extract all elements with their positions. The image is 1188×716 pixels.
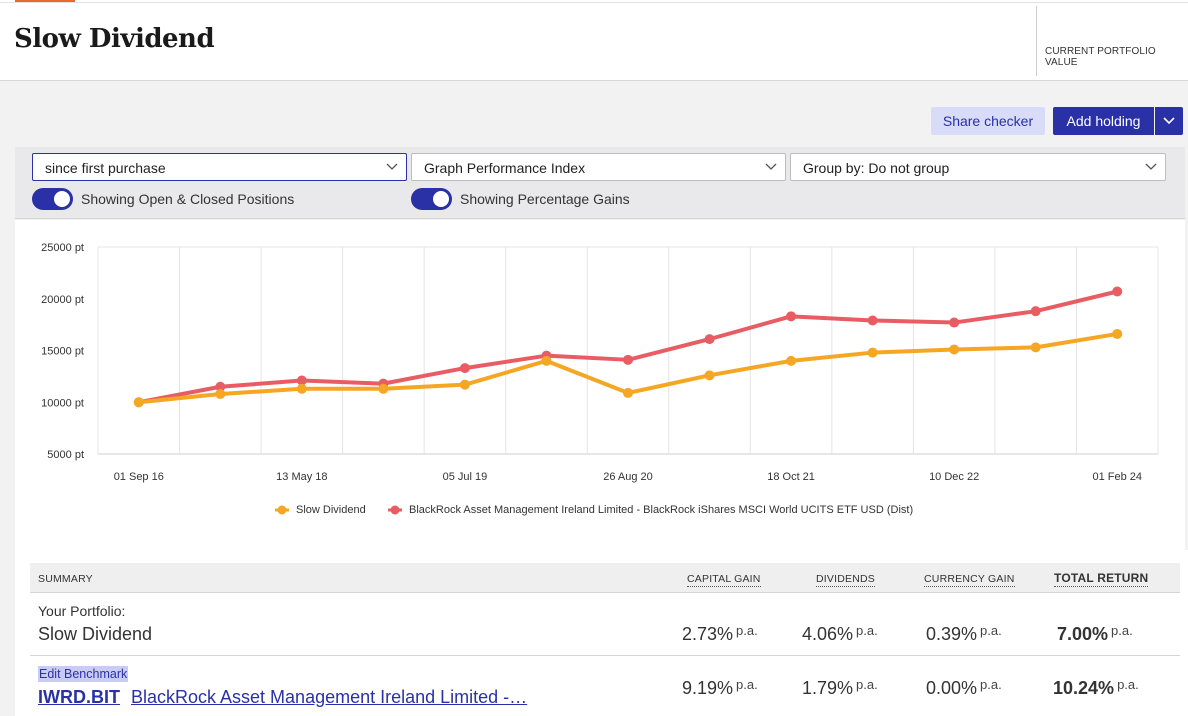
positions-toggle[interactable] [32, 188, 73, 210]
data-point-portfolio [459, 379, 470, 390]
period-select-value: since first purchase [45, 160, 166, 176]
data-point-benchmark [623, 354, 633, 365]
benchmark-dividends: 1.79% p.a. [802, 677, 878, 698]
period-select[interactable]: since first purchase [32, 153, 407, 181]
summary-header-row: SUMMARY CAPITAL GAIN DIVIDENDS CURRENCY … [30, 563, 1180, 593]
x-tick-label: 13 May 18 [276, 471, 327, 483]
portfolio-row: Your Portfolio: Slow Dividend 2.73% p.a. … [30, 593, 1180, 656]
data-point-portfolio [296, 383, 307, 394]
edit-benchmark-link[interactable]: Edit Benchmark [38, 666, 129, 682]
x-tick-label: 01 Feb 24 [1092, 471, 1142, 483]
y-tick-label: 10000 pt [41, 397, 84, 409]
chevron-down-icon [386, 163, 398, 170]
series-line-benchmark [136, 289, 1120, 405]
data-point-portfolio [704, 370, 715, 381]
benchmark-code-link[interactable]: IWRD.BIT [38, 687, 120, 707]
legend-item-benchmark-label: BlackRock Asset Management Ireland Limit… [409, 504, 913, 516]
data-point-portfolio [378, 383, 389, 394]
data-point-benchmark [1030, 306, 1041, 317]
x-tick-label: 10 Dec 22 [929, 471, 979, 483]
portfolio-value-label: CURRENT PORTFOLIO VALUE [1045, 46, 1156, 68]
group-by-select[interactable]: Group by: Do not group [790, 153, 1166, 181]
filters-panel: since first purchase Graph Performance I… [15, 147, 1185, 219]
benchmark-name-link[interactable]: BlackRock Asset Management Ireland Limit… [131, 687, 528, 707]
x-tick-label: 05 Jul 19 [443, 471, 488, 483]
gains-toggle-label: Showing Percentage Gains [460, 191, 630, 207]
data-point-portfolio [786, 355, 797, 366]
data-point-portfolio [215, 388, 226, 399]
data-point-portfolio [541, 355, 552, 366]
benchmark-currency-gain: 0.00% p.a. [926, 677, 1002, 698]
group-by-select-value: Group by: Do not group [803, 160, 950, 176]
page-title: Slow Dividend [14, 24, 215, 54]
data-point-benchmark [296, 375, 307, 386]
total-return-header[interactable]: TOTAL RETURN [1054, 571, 1149, 587]
legend-item-portfolio-label: Slow Dividend [296, 504, 366, 516]
currency-gain-header[interactable]: CURRENCY GAIN [924, 573, 1015, 587]
y-tick-label: 15000 pt [41, 346, 84, 358]
portfolio-dividends: 4.06% p.a. [802, 623, 878, 644]
active-tab-indicator [15, 0, 75, 2]
y-tick-label: 5000 pt [47, 449, 84, 461]
toggle-knob [433, 191, 449, 207]
x-tick-label: 18 Oct 21 [767, 471, 815, 483]
portfolio-label: Your Portfolio: [38, 603, 126, 619]
data-point-benchmark [215, 381, 226, 392]
portfolio-total-return: 7.00% p.a. [1057, 623, 1133, 644]
x-tick-label: 01 Sep 16 [114, 471, 164, 483]
gains-toggle[interactable] [411, 188, 452, 210]
data-point-portfolio [1030, 342, 1041, 353]
y-tick-label: 25000 pt [41, 242, 84, 254]
graph-type-select-value: Graph Performance Index [424, 160, 586, 176]
data-point-portfolio [867, 347, 878, 358]
summary-header: SUMMARY [38, 573, 93, 585]
add-holding-dropdown-button[interactable] [1155, 107, 1183, 135]
portfolio-capital-gain: 2.73% p.a. [682, 623, 758, 644]
chevron-down-icon [1145, 163, 1157, 170]
benchmark-total-return: 10.24% p.a. [1053, 677, 1139, 698]
graph-type-select[interactable]: Graph Performance Index [411, 153, 786, 181]
capital-gain-header[interactable]: CAPITAL GAIN [687, 573, 761, 587]
data-point-portfolio [1112, 328, 1123, 339]
data-point-portfolio [623, 387, 633, 398]
legend-item-benchmark-swatch [390, 505, 400, 515]
data-point-benchmark [949, 317, 960, 328]
benchmark-capital-gain: 9.19% p.a. [682, 677, 758, 698]
data-point-benchmark [1112, 286, 1123, 297]
divider [0, 2, 1188, 3]
toggle-knob [54, 191, 70, 207]
portfolio-currency-gain: 0.39% p.a. [926, 623, 1002, 644]
data-point-portfolio [949, 344, 960, 355]
x-tick-label: 26 Aug 20 [603, 471, 653, 483]
add-holding-button[interactable]: Add holding [1053, 107, 1154, 135]
benchmark-row: Edit Benchmark IWRD.BIT BlackRock Asset … [30, 657, 1180, 716]
positions-toggle-label: Showing Open & Closed Positions [81, 191, 295, 207]
chevron-down-icon [1163, 117, 1175, 125]
data-point-benchmark [867, 315, 878, 326]
y-tick-label: 20000 pt [41, 294, 84, 306]
dividends-header[interactable]: DIVIDENDS [816, 573, 875, 587]
data-point-benchmark [786, 311, 797, 322]
share-checker-button[interactable]: Share checker [931, 107, 1045, 135]
summary-table: SUMMARY CAPITAL GAIN DIVIDENDS CURRENCY … [15, 550, 1188, 716]
legend-item-portfolio-swatch [277, 505, 287, 515]
data-point-portfolio [133, 397, 144, 408]
performance-chart-panel: 25000 pt 20000 pt 15000 pt 10000 pt 5000 pt … [15, 220, 1185, 550]
data-point-benchmark [459, 363, 470, 374]
chevron-down-icon [765, 163, 777, 170]
header-bar: Slow Dividend CURRENT PORTFOLIO VALUE [0, 0, 1188, 81]
portfolio-name: Slow Dividend [38, 624, 153, 644]
data-point-benchmark [704, 334, 715, 345]
divider [1036, 6, 1037, 76]
